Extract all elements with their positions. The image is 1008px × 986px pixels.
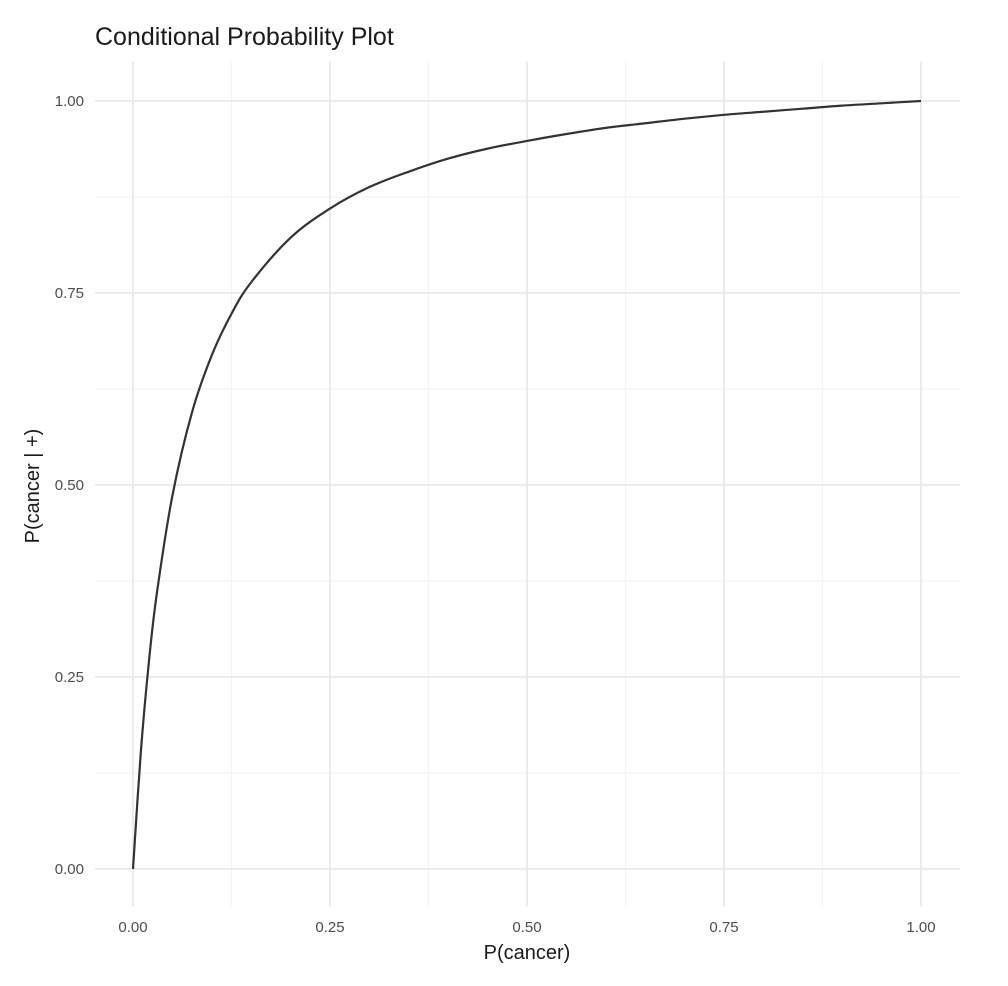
- tick-labels: 0.00 0.25 0.50 0.75 1.00 0.00 0.25 0.50 0.75 1.00: [55, 93, 936, 936]
- x-tick-label: 0.50: [512, 919, 541, 936]
- series-layer: [131, 99, 922, 870]
- y-tick-label: 0.75: [55, 285, 84, 302]
- y-tick-label: 0.00: [55, 861, 84, 878]
- x-axis-title: P(cancer): [484, 942, 571, 964]
- x-tick-label: 0.00: [118, 919, 147, 936]
- y-tick-label: 0.50: [55, 477, 84, 494]
- x-tick-label: 0.75: [709, 919, 738, 936]
- x-tick-label: 1.00: [906, 919, 935, 936]
- x-tick-label: 0.25: [315, 919, 344, 936]
- series-line: [131, 99, 922, 870]
- y-tick-label: 1.00: [55, 93, 84, 110]
- y-tick-label: 0.25: [55, 669, 84, 686]
- chart-title: Conditional Probability Plot: [95, 23, 394, 51]
- major-grid: [95, 62, 960, 906]
- y-axis-title: P(cancer | +): [22, 429, 44, 544]
